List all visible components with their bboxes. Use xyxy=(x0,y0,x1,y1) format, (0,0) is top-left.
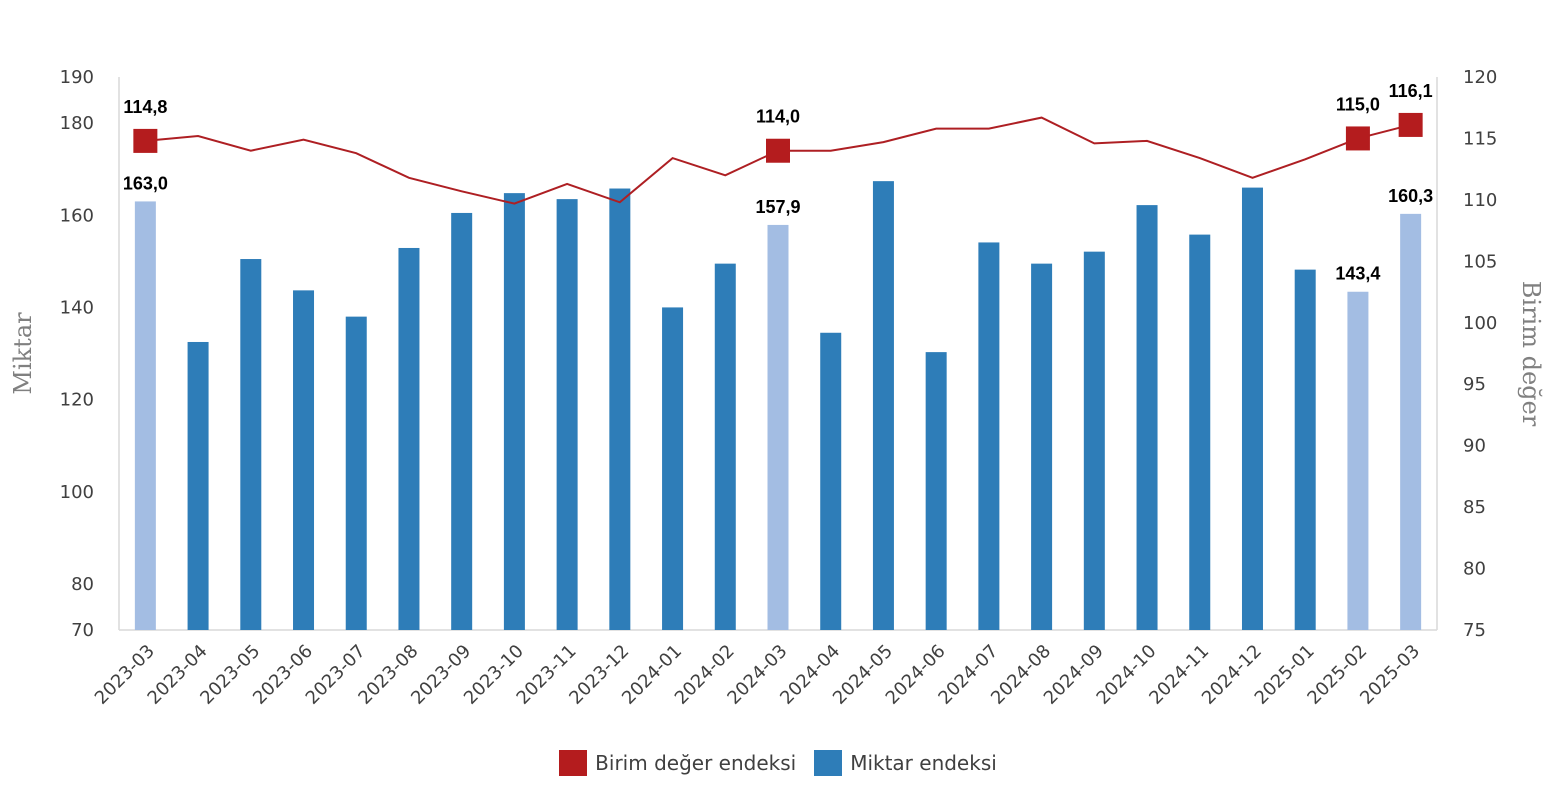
bar-2023-03 xyxy=(134,201,156,631)
left-tick-label: 180 xyxy=(60,113,94,134)
right-tick-label: 100 xyxy=(1463,313,1497,334)
data-label-2025-02: 143,4 xyxy=(1335,264,1380,284)
right-tick-label: 85 xyxy=(1463,497,1486,518)
bar-2024-01 xyxy=(662,307,684,630)
bar-2023-08 xyxy=(398,247,420,630)
bar-2023-04 xyxy=(187,341,209,630)
bar-2025-02 xyxy=(1347,291,1369,630)
legend-item-unit-value: Birim değer endeksi xyxy=(559,750,796,776)
left-tick-label: 80 xyxy=(71,574,94,595)
bar-2023-12 xyxy=(609,188,631,630)
right-axis-title: Birim değer xyxy=(1517,281,1545,427)
left-tick-label: 70 xyxy=(71,620,94,641)
chart: 70 80 100 120 140 160 180 190 75 80 85 90 95 100 105 1… xyxy=(9,67,1545,709)
data-label-2023-03: 163,0 xyxy=(123,173,168,193)
left-axis-ticks: 70 80 100 120 140 160 180 190 xyxy=(60,67,94,641)
legend-label-unit-value: Birim değer endeksi xyxy=(595,751,797,775)
bar-2024-08 xyxy=(1031,263,1053,630)
bar-2025-03 xyxy=(1400,213,1422,630)
data-label-2024-03: 114,0 xyxy=(756,107,800,127)
right-tick-label: 75 xyxy=(1463,620,1486,641)
bar-2023-05 xyxy=(240,259,262,630)
legend-item-quantity: Miktar endeksi xyxy=(814,750,997,776)
bar-2024-07 xyxy=(978,242,1000,631)
line-marker-2023-03 xyxy=(133,128,158,153)
right-tick-label: 95 xyxy=(1463,374,1486,395)
right-axis-ticks: 75 80 85 90 95 100 105 110 115 120 xyxy=(1463,67,1497,641)
left-axis-title: Miktar xyxy=(9,312,37,395)
right-tick-label: 80 xyxy=(1463,559,1486,580)
data-label-2025-03: 160,3 xyxy=(1388,186,1433,206)
line-marker-2024-03 xyxy=(766,138,790,163)
data-label-2024-03: 157,9 xyxy=(755,197,800,217)
line-markers xyxy=(133,112,1423,163)
bar-2024-12 xyxy=(1241,187,1263,630)
bar-2024-04 xyxy=(820,332,842,630)
bar-2025-01 xyxy=(1294,269,1316,630)
bar-2024-09 xyxy=(1083,251,1105,631)
bar-2024-03 xyxy=(767,224,789,631)
right-tick-label: 90 xyxy=(1463,436,1486,457)
line-marker-2025-03 xyxy=(1398,112,1423,137)
bar-2024-02 xyxy=(714,263,736,630)
data-label-2025-02: 115,0 xyxy=(1336,94,1380,114)
legend: Birim değer endeksi Miktar endeksi xyxy=(0,750,1556,776)
right-tick-label: 115 xyxy=(1463,128,1497,149)
bar-2024-10 xyxy=(1136,205,1158,630)
right-tick-label: 110 xyxy=(1463,190,1497,211)
data-label-2025-03: 116,1 xyxy=(1389,81,1433,101)
data-label-2023-03: 114,8 xyxy=(123,97,167,117)
legend-swatch-quantity xyxy=(814,750,843,776)
bar-2024-06 xyxy=(925,352,947,630)
left-tick-label: 140 xyxy=(60,297,94,318)
legend-swatch-unit-value xyxy=(559,750,588,776)
bar-2023-11 xyxy=(556,199,578,630)
bar-2023-10 xyxy=(503,193,525,630)
bar-2024-05 xyxy=(872,181,894,631)
bar-series xyxy=(134,181,1422,631)
right-tick-label: 105 xyxy=(1463,251,1497,272)
bar-2023-06 xyxy=(293,290,315,630)
bar-2023-09 xyxy=(451,212,473,630)
left-tick-label: 120 xyxy=(60,390,94,411)
data-labels: 163,0 157,9 143,4 160,3 114,8 114,0 115,0 116,1 xyxy=(123,81,1433,284)
x-axis-ticks: 2023-032023-042023-052023-062023-072023-… xyxy=(91,641,1424,709)
line-marker-2025-02 xyxy=(1345,126,1370,151)
left-tick-label: 190 xyxy=(60,67,94,88)
legend-label-quantity: Miktar endeksi xyxy=(850,751,997,775)
bar-2024-11 xyxy=(1189,234,1211,631)
right-tick-label: 120 xyxy=(1463,67,1497,88)
left-tick-label: 160 xyxy=(60,205,94,226)
bar-2023-07 xyxy=(345,316,367,630)
left-tick-label: 100 xyxy=(60,482,94,503)
